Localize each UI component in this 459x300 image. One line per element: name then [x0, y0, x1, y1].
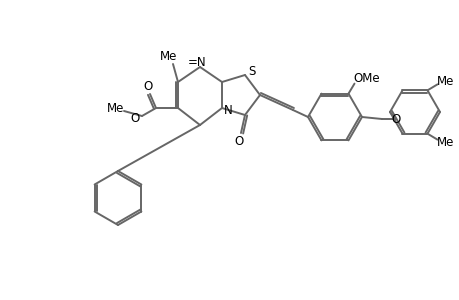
Text: S: S — [248, 64, 255, 77]
Text: N: N — [223, 103, 232, 116]
Text: Me: Me — [107, 101, 124, 115]
Text: Me: Me — [436, 75, 453, 88]
Text: O: O — [391, 112, 400, 125]
Text: OMe: OMe — [353, 72, 379, 85]
Text: Me: Me — [160, 50, 177, 62]
Text: O: O — [143, 80, 152, 92]
Text: =N: =N — [187, 56, 206, 68]
Text: O: O — [234, 134, 243, 148]
Text: Me: Me — [436, 136, 453, 149]
Text: O: O — [130, 112, 140, 124]
